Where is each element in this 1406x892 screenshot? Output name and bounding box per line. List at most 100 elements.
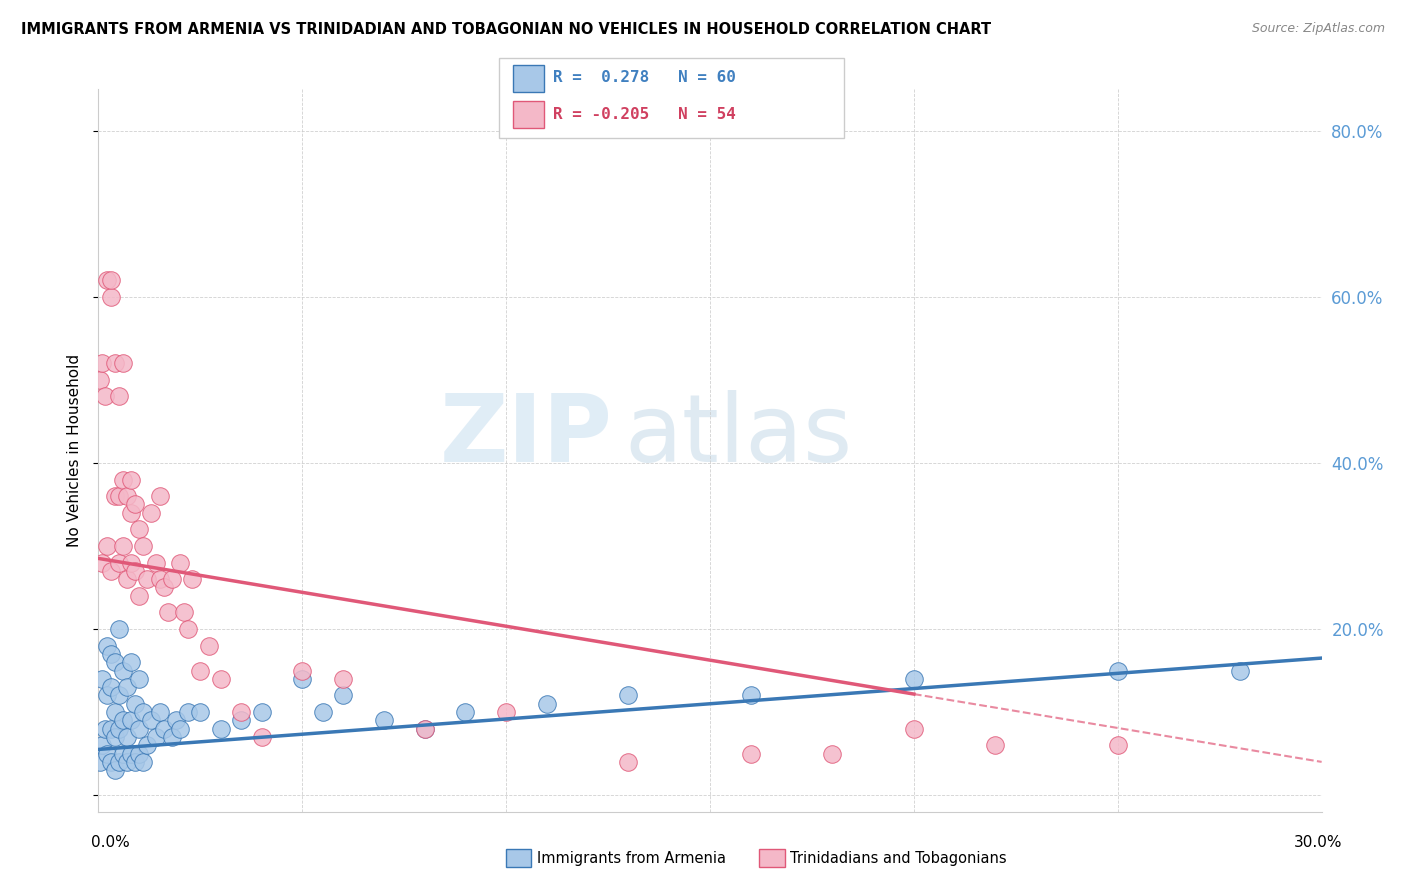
Point bbox=[177, 705, 200, 719]
Point bbox=[120, 747, 142, 761]
Point bbox=[128, 672, 150, 686]
Point bbox=[160, 572, 183, 586]
Point bbox=[141, 506, 163, 520]
Text: Trinidadians and Tobagonians: Trinidadians and Tobagonians bbox=[790, 851, 1007, 865]
Point bbox=[108, 689, 131, 703]
Text: 0.0%: 0.0% bbox=[91, 836, 131, 850]
Text: R =  0.278   N = 60: R = 0.278 N = 60 bbox=[553, 70, 735, 85]
Point bbox=[104, 730, 127, 744]
Point bbox=[141, 714, 163, 728]
Point bbox=[188, 664, 212, 678]
Point bbox=[124, 697, 146, 711]
Point bbox=[100, 755, 122, 769]
Y-axis label: No Vehicles in Household: No Vehicles in Household bbox=[67, 354, 83, 547]
Point bbox=[145, 730, 167, 744]
Point bbox=[454, 705, 477, 719]
Point bbox=[104, 763, 127, 777]
Point bbox=[160, 730, 183, 744]
Point bbox=[100, 273, 122, 287]
Point bbox=[96, 747, 118, 761]
Point bbox=[111, 539, 134, 553]
Point bbox=[149, 705, 172, 719]
Point bbox=[91, 356, 114, 370]
Point bbox=[136, 572, 159, 586]
Point bbox=[111, 747, 134, 761]
Point bbox=[250, 705, 273, 719]
Point bbox=[177, 622, 200, 636]
Point bbox=[149, 489, 172, 503]
Text: IMMIGRANTS FROM ARMENIA VS TRINIDADIAN AND TOBAGONIAN NO VEHICLES IN HOUSEHOLD C: IMMIGRANTS FROM ARMENIA VS TRINIDADIAN A… bbox=[21, 22, 991, 37]
Point bbox=[128, 589, 150, 603]
Point bbox=[108, 722, 131, 736]
Text: Immigrants from Armenia: Immigrants from Armenia bbox=[537, 851, 725, 865]
Point bbox=[173, 606, 195, 620]
Point bbox=[115, 489, 138, 503]
Point bbox=[291, 664, 314, 678]
Point bbox=[188, 705, 212, 719]
Point bbox=[120, 473, 142, 487]
Point bbox=[169, 722, 191, 736]
Point bbox=[96, 639, 118, 653]
Point bbox=[100, 722, 122, 736]
Point bbox=[740, 689, 762, 703]
Point bbox=[132, 705, 155, 719]
Point bbox=[91, 739, 114, 753]
Point bbox=[165, 714, 187, 728]
Point bbox=[132, 755, 155, 769]
Point bbox=[93, 722, 115, 736]
Point bbox=[120, 556, 142, 570]
Point bbox=[617, 755, 640, 769]
Point bbox=[100, 564, 122, 578]
Point bbox=[104, 655, 127, 669]
Point bbox=[96, 689, 118, 703]
Point bbox=[120, 655, 142, 669]
Point bbox=[96, 539, 118, 553]
Point bbox=[124, 498, 146, 512]
Point bbox=[128, 522, 150, 536]
Point bbox=[111, 714, 134, 728]
Point bbox=[93, 389, 115, 403]
Point bbox=[250, 730, 273, 744]
Point bbox=[291, 672, 314, 686]
Point bbox=[111, 356, 134, 370]
Point bbox=[984, 739, 1007, 753]
Text: 30.0%: 30.0% bbox=[1295, 836, 1343, 850]
Point bbox=[903, 722, 925, 736]
Point bbox=[108, 389, 131, 403]
Point bbox=[100, 647, 122, 661]
Point bbox=[1229, 664, 1251, 678]
Point bbox=[104, 489, 127, 503]
Point bbox=[332, 689, 354, 703]
Point bbox=[145, 556, 167, 570]
Point bbox=[108, 489, 131, 503]
Point bbox=[89, 373, 111, 387]
Point bbox=[136, 739, 159, 753]
Point bbox=[152, 581, 174, 595]
Point bbox=[132, 539, 155, 553]
Point bbox=[413, 722, 436, 736]
Point bbox=[128, 747, 150, 761]
Point bbox=[312, 705, 335, 719]
Point bbox=[231, 714, 253, 728]
Point bbox=[149, 572, 172, 586]
Point bbox=[169, 556, 191, 570]
Point bbox=[197, 639, 219, 653]
Point bbox=[115, 730, 138, 744]
Point bbox=[536, 697, 558, 711]
Point bbox=[104, 705, 127, 719]
Point bbox=[128, 722, 150, 736]
Point bbox=[115, 572, 138, 586]
Point bbox=[108, 622, 131, 636]
Point bbox=[617, 689, 640, 703]
Point bbox=[96, 273, 118, 287]
Point bbox=[89, 755, 111, 769]
Text: ZIP: ZIP bbox=[439, 390, 612, 482]
Point bbox=[821, 747, 844, 761]
Point bbox=[152, 722, 174, 736]
Point bbox=[156, 606, 179, 620]
Point bbox=[209, 672, 232, 686]
Point bbox=[124, 564, 146, 578]
Point bbox=[91, 672, 114, 686]
Point bbox=[111, 473, 134, 487]
Point bbox=[495, 705, 517, 719]
